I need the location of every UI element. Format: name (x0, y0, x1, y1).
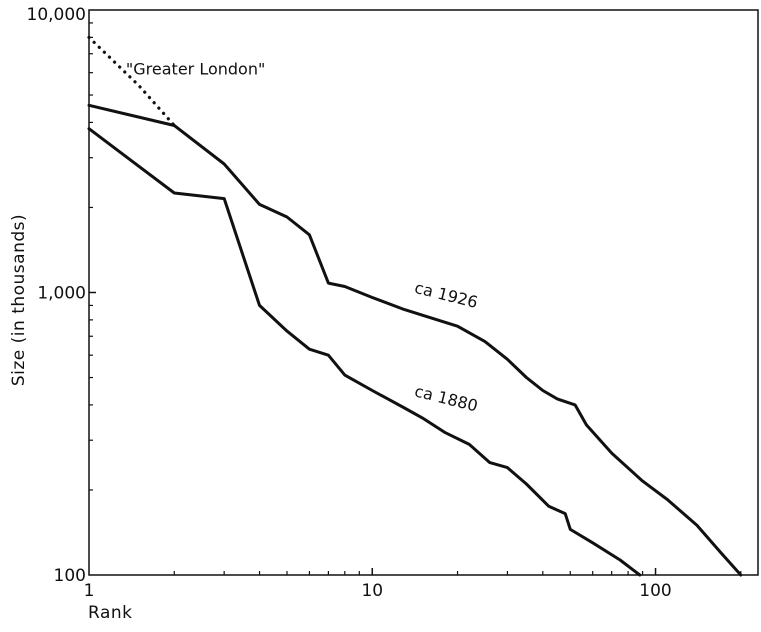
x-tick-label: 10 (361, 581, 383, 601)
labels-layer: "Greater London" ca 1926 ca 1880 (126, 60, 480, 416)
x-axis-title: Rank (88, 603, 132, 623)
series-line-ca-1880 (87, 127, 642, 577)
x-tick-label: 100 (639, 581, 671, 601)
x-tick-label: 1 (84, 581, 95, 601)
series-layer (87, 35, 743, 577)
annotation-greater-london: "Greater London" (126, 60, 265, 79)
series-label-ca-1880: ca 1880 (413, 381, 480, 415)
series-label-ca-1926: ca 1926 (413, 278, 480, 312)
y-tick-label: 10,000 (27, 5, 86, 25)
axis-ticks: 1 10 100 100 1,000 10,000 (27, 5, 742, 601)
y-tick-label: 100 (54, 566, 86, 586)
y-axis-title: Size (in thousands) (9, 214, 29, 386)
series-line-ca-1926 (87, 103, 743, 577)
series-line-greater-london (87, 35, 176, 128)
y-tick-label: 1,000 (37, 284, 86, 304)
